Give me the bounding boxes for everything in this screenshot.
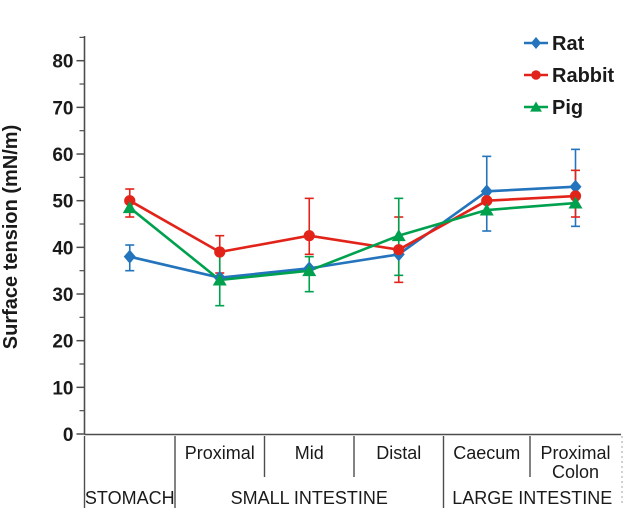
x-category-label: Proximal — [185, 443, 255, 463]
data-point-rabbit — [393, 244, 405, 256]
data-point-rabbit — [214, 246, 226, 258]
x-group-label: LARGE INTESTINE — [452, 488, 612, 508]
y-tick-label: 60 — [52, 145, 73, 166]
data-point-rabbit — [124, 195, 136, 207]
legend-label: Pig — [552, 97, 583, 119]
legend-marker — [530, 101, 542, 112]
x-group-label: STOMACH — [85, 488, 175, 508]
legend-item-rabbit: Rabbit — [524, 65, 615, 87]
x-category-label: Caecum — [453, 443, 520, 463]
data-point-pig — [122, 201, 137, 214]
data-point-rabbit — [303, 230, 315, 242]
data-point-rat — [123, 249, 136, 264]
legend-item-pig: Pig — [524, 97, 583, 119]
legend-label: Rat — [552, 33, 585, 55]
series-line-pig — [128, 201, 576, 282]
y-tick-label: 80 — [52, 52, 73, 73]
data-point-rat — [569, 179, 582, 194]
y-tick-label: 70 — [52, 98, 73, 119]
series-line-rat — [129, 185, 576, 279]
legend-item-rat: Rat — [524, 33, 585, 55]
y-tick-label: 50 — [52, 192, 73, 213]
y-tick-label: 30 — [52, 285, 73, 306]
y-axis-title: Surface tension (mN/m) — [0, 125, 22, 349]
data-point-rabbit — [481, 195, 493, 207]
x-category-label: Colon — [552, 462, 599, 482]
series-line-rabbit — [129, 194, 576, 254]
legend-marker — [531, 70, 541, 80]
legend-marker — [530, 37, 542, 49]
y-tick-label: 0 — [63, 425, 74, 446]
y-tick-label: 20 — [52, 332, 73, 353]
x-category-label: Mid — [295, 443, 324, 463]
data-point-pig — [212, 273, 227, 286]
legend-label: Rabbit — [552, 65, 615, 87]
data-point-pig — [479, 203, 494, 216]
data-point-rabbit — [569, 190, 582, 202]
data-point-pig — [302, 264, 317, 277]
x-category-label: Distal — [376, 443, 421, 463]
y-tick-label: 40 — [52, 238, 73, 259]
data-point-pig — [391, 229, 406, 242]
data-point-rat — [480, 184, 493, 199]
x-group-label: SMALL INTESTINE — [231, 488, 388, 508]
x-category-label: Proximal — [540, 443, 610, 463]
y-tick-label: 10 — [52, 378, 73, 399]
data-point-pig — [568, 196, 583, 209]
